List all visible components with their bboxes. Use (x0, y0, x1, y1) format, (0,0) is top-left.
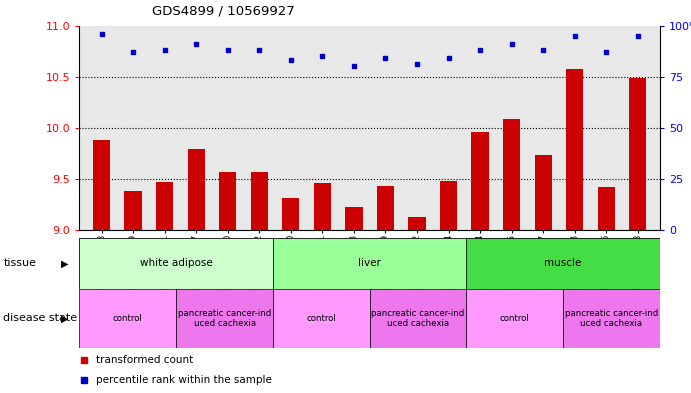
Text: disease state: disease state (3, 313, 77, 323)
Text: control: control (500, 314, 530, 323)
Text: muscle: muscle (545, 258, 582, 268)
Text: control: control (113, 314, 143, 323)
Bar (187, 149, 205, 230)
Bar (124, 191, 142, 230)
Bar (370, 289, 466, 348)
Text: pancreatic cancer-ind
uced cachexia: pancreatic cancer-ind uced cachexia (178, 309, 271, 328)
Bar (566, 70, 583, 230)
Bar (466, 238, 660, 289)
Text: percentile rank within the sample: percentile rank within the sample (96, 375, 272, 386)
Bar (563, 289, 660, 348)
Text: pancreatic cancer-ind
uced cachexia: pancreatic cancer-ind uced cachexia (372, 309, 464, 328)
Text: control: control (306, 314, 337, 323)
Bar (466, 289, 563, 348)
Bar (273, 289, 370, 348)
Bar (535, 155, 552, 230)
Text: liver: liver (358, 258, 381, 268)
Bar (503, 119, 520, 230)
Text: white adipose: white adipose (140, 258, 213, 268)
Bar (346, 208, 363, 230)
Bar (471, 132, 489, 230)
Bar (377, 186, 394, 230)
Bar (93, 140, 111, 230)
Bar (79, 238, 273, 289)
Text: ▶: ▶ (61, 313, 68, 323)
Text: tissue: tissue (3, 258, 37, 268)
Bar (629, 78, 647, 230)
Bar (219, 172, 236, 230)
Text: ▶: ▶ (61, 258, 68, 268)
Bar (251, 172, 268, 230)
Bar (440, 181, 457, 230)
Text: transformed count: transformed count (96, 355, 193, 365)
Bar (282, 198, 299, 230)
Bar (156, 182, 173, 230)
Bar (314, 183, 331, 230)
Bar (408, 217, 426, 230)
Text: GDS4899 / 10569927: GDS4899 / 10569927 (152, 5, 295, 18)
Bar (176, 289, 273, 348)
Bar (598, 187, 615, 230)
Bar (79, 289, 176, 348)
Bar (273, 238, 466, 289)
Text: pancreatic cancer-ind
uced cachexia: pancreatic cancer-ind uced cachexia (565, 309, 658, 328)
